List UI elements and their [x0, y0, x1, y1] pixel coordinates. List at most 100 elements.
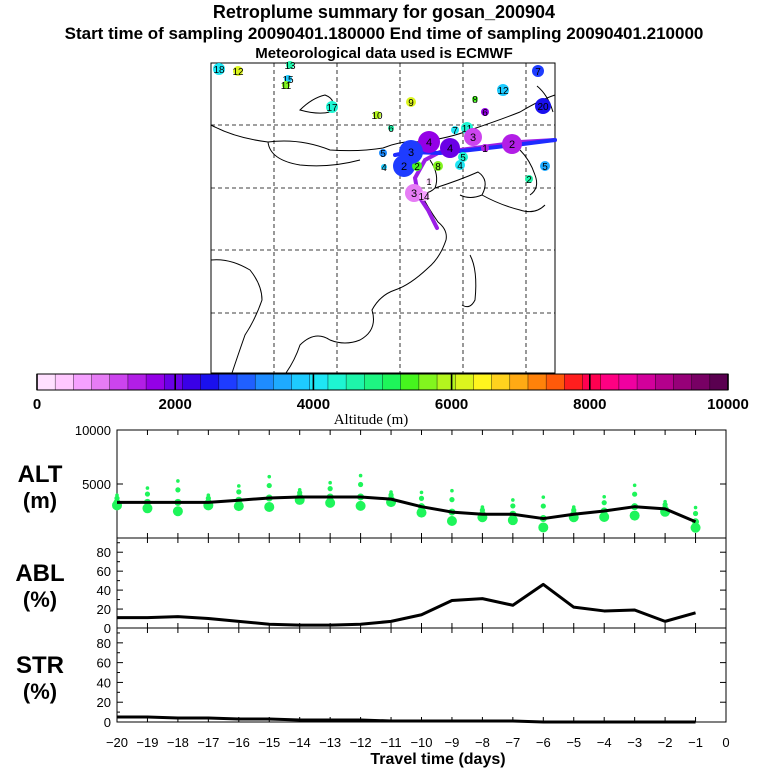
colorbar-cell: [200, 374, 220, 390]
colorbar-cell: [655, 374, 674, 390]
svg-text:8: 8: [435, 162, 441, 173]
colorbar-cell: [127, 374, 147, 390]
svg-text:18: 18: [213, 65, 225, 76]
cluster-point: [236, 489, 242, 495]
cluster-marker: 20: [535, 98, 551, 114]
cluster-marker: 13: [284, 61, 296, 72]
colorbar-tick-label: 2000: [159, 396, 192, 413]
x-tick-label: −16: [228, 735, 250, 750]
cluster-point: [264, 501, 275, 512]
cluster-point: [692, 510, 699, 517]
cluster-point: [267, 474, 272, 479]
colorbar-cell: [600, 374, 620, 390]
y-tick-label: 80: [97, 545, 111, 560]
cluster-point: [114, 495, 120, 501]
svg-text:1: 1: [482, 144, 488, 155]
cluster-point: [540, 503, 546, 509]
colorbar-tick-label: 0: [33, 396, 41, 413]
cluster-point: [663, 499, 667, 504]
cluster-marker: 7: [532, 65, 544, 78]
svg-text:13: 13: [284, 61, 296, 72]
colorbar-cell: [400, 374, 420, 390]
cluster-point: [206, 493, 211, 498]
colorbar-cell: [218, 374, 238, 390]
svg-text:17: 17: [326, 103, 338, 114]
x-tick-label: −5: [566, 735, 581, 750]
sampling-time-line: Start time of sampling 20090401.180000 E…: [64, 24, 704, 43]
svg-text:11: 11: [462, 124, 473, 135]
x-tick-label: −20: [106, 735, 128, 750]
svg-text:12: 12: [232, 67, 244, 78]
plume-clusters: 18 12 13 15 11 17 10 9 8 12 6 6 7 7 11 4…: [213, 61, 551, 203]
cluster-point: [507, 515, 518, 526]
cluster-marker: 3: [405, 184, 423, 202]
svg-text:7: 7: [535, 67, 541, 78]
svg-text:2: 2: [526, 175, 532, 186]
colorbar-cell: [327, 374, 347, 390]
cluster-marker: 18: [213, 63, 225, 76]
colorbar-cell: [582, 374, 602, 390]
cluster-point: [418, 495, 425, 501]
y-tick-label: 60: [97, 564, 111, 579]
cluster-marker: 5: [540, 161, 550, 173]
colorbar-tick-label: 4000: [297, 396, 330, 413]
abl-series-line: [117, 582, 696, 627]
colorbar-cell: [37, 374, 56, 390]
colorbar-cell: [237, 374, 256, 390]
cluster-point: [693, 505, 698, 510]
y-tick-label: 60: [97, 656, 111, 671]
svg-text:12: 12: [497, 86, 509, 97]
cluster-point: [629, 510, 640, 521]
x-tick-label: −12: [350, 735, 372, 750]
colorbar-cell: [418, 374, 438, 390]
alt-panel: 5000 10000 ALT(m): [18, 423, 727, 539]
cluster-point: [449, 497, 455, 503]
svg-text:4: 4: [381, 163, 387, 174]
svg-text:3: 3: [408, 147, 414, 159]
map-panel: 18 12 13 15 11 17 10 9 8 12 6 6 7 7 11 4…: [210, 61, 557, 374]
altitude-colorbar: 0 2000 4000 6000 8000 10000 Altitude (m): [33, 373, 749, 428]
colorbar-cell: [437, 374, 456, 390]
cluster-point: [632, 483, 637, 488]
cluster-point: [176, 479, 180, 483]
cluster-marker: 12: [232, 66, 244, 78]
cluster-point: [355, 500, 366, 511]
cluster-point: [297, 490, 303, 496]
x-tick-label: −7: [505, 735, 520, 750]
cluster-point: [205, 495, 211, 501]
cluster-marker: 6: [481, 108, 489, 119]
abl-panel: 0 20 40 60 80 ABL(%): [15, 537, 727, 636]
colorbar-cell: [637, 374, 656, 390]
x-tick-label: 0: [722, 735, 729, 750]
cluster-marker: 8: [433, 161, 443, 173]
x-tick-label: −8: [475, 735, 490, 750]
cluster-marker: 4: [381, 163, 387, 174]
svg-text:20: 20: [537, 102, 549, 113]
cluster-point: [571, 507, 577, 513]
cluster-point: [266, 482, 272, 489]
x-tick-label: −2: [658, 735, 673, 750]
cluster-marker: 6: [388, 124, 394, 135]
cluster-point: [325, 497, 336, 508]
colorbar-cell: [509, 374, 529, 390]
x-axis-label: Travel time (days): [370, 751, 505, 768]
cluster-marker: 5: [379, 149, 387, 160]
colorbar-cell: [182, 374, 201, 390]
cluster-point: [479, 507, 485, 513]
cluster-marker: 4: [440, 138, 460, 158]
cluster-point: [388, 492, 394, 498]
x-tick-label: −13: [319, 735, 341, 750]
cluster-point: [571, 505, 576, 509]
colorbar-cell: [255, 374, 274, 390]
str-series-line: [117, 715, 696, 724]
cluster-marker: 14: [418, 191, 430, 203]
cluster-point: [510, 503, 516, 509]
cluster-marker: 5: [458, 152, 468, 164]
cluster-point: [144, 491, 151, 497]
y-tick-label: 80: [97, 636, 111, 651]
y-tick-label: 20: [97, 602, 111, 617]
cluster-marker: 1: [426, 177, 432, 187]
svg-text:8: 8: [472, 95, 478, 106]
cluster-point: [450, 488, 454, 493]
